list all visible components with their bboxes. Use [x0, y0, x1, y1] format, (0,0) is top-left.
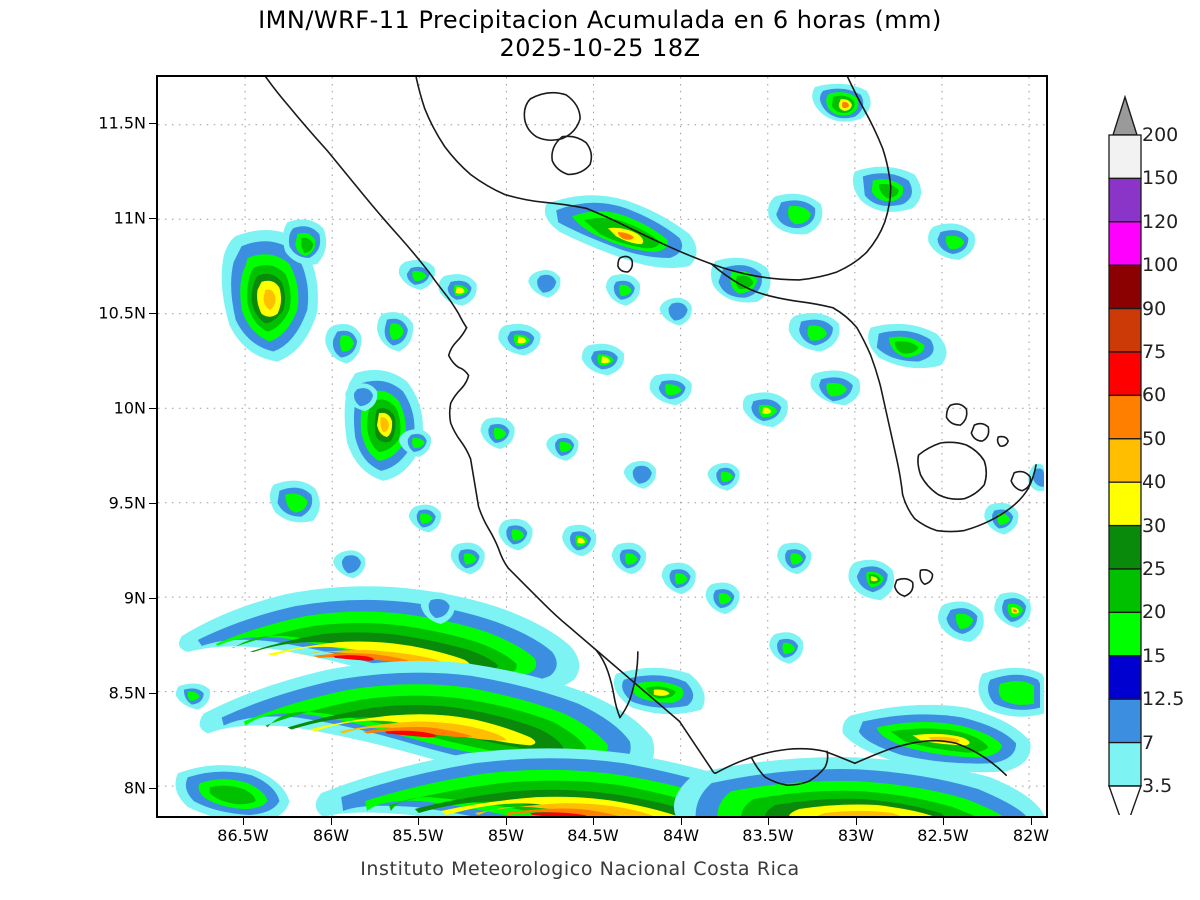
y-tick [149, 503, 156, 504]
x-tick [943, 818, 944, 825]
colorbar-label-30: 30 [1142, 514, 1167, 537]
colorbar-label-120: 120 [1142, 210, 1179, 233]
precip-chain-se-caribbean [398, 260, 947, 428]
colorbar-label-40: 40 [1142, 471, 1167, 494]
x-axis-label-9: 82W [1012, 826, 1050, 845]
colorbar-label-200: 200 [1142, 124, 1179, 146]
y-axis-label-0: 11.5N [98, 113, 146, 133]
y-axis-label-7: 8N [123, 778, 146, 798]
x-axis-label-5: 84W [662, 826, 700, 845]
chart-title-line1: IMN/WRF-11 Precipitacion Acumulada en 6 … [258, 6, 942, 34]
colorbar-label-75: 75 [1142, 341, 1167, 363]
y-tick [149, 123, 156, 124]
colorbar: 200 150 120 100 90 75 60 50 40 30 25 20 … [1100, 95, 1200, 815]
precipitation-contours [175, 83, 1045, 816]
colorbar-bands [1108, 134, 1142, 787]
x-tick [331, 818, 332, 825]
chart-title-block: IMN/WRF-11 Precipitacion Acumulada en 6 … [0, 6, 1200, 62]
colorbar-label-90: 90 [1142, 297, 1167, 320]
y-axis-label-1: 11N [113, 208, 146, 228]
x-axis-label-4: 84.5W [567, 826, 619, 845]
colorbar-label-3.5: 3.5 [1142, 775, 1173, 797]
x-axis-label-7: 83W [837, 826, 875, 845]
y-axis-label-3: 10N [113, 398, 146, 418]
y-tick [149, 408, 156, 409]
x-axis-label-2: 85.5W [392, 826, 444, 845]
x-tick [856, 818, 857, 825]
x-axis-label-8: 82.5W [917, 826, 969, 845]
y-axis-label-6: 8.5N [108, 683, 146, 703]
y-tick [149, 313, 156, 314]
y-axis-label-5: 9N [123, 588, 146, 608]
y-tick [149, 788, 156, 789]
x-tick [593, 818, 594, 825]
precip-cluster-ne-caribbean [710, 83, 975, 352]
colorbar-label-100: 100 [1142, 254, 1179, 277]
colorbar-label-7: 7 [1142, 731, 1155, 754]
x-axis-label-6: 83.5W [742, 826, 794, 845]
precip-scattered-interior [333, 269, 1045, 664]
map-plot-area [156, 75, 1048, 818]
colorbar-label-50: 50 [1142, 427, 1167, 450]
colorbar-label-12.5: 12.5 [1142, 688, 1185, 711]
y-axis-label-4: 9.5N [108, 493, 146, 513]
y-tick [149, 693, 156, 694]
chart-title-line2: 2025-10-25 18Z [499, 34, 701, 62]
colorbar-label-15: 15 [1142, 644, 1167, 667]
precip-band-south-panama [613, 667, 1045, 816]
y-tick [149, 598, 156, 599]
colorbar-swatches [1108, 95, 1142, 815]
x-axis-label-3: 85W [487, 826, 525, 845]
colorbar-label-150: 150 [1142, 167, 1179, 190]
coastlines-and-borders [264, 77, 1037, 786]
x-axis-label-1: 86W [312, 826, 350, 845]
x-tick [768, 818, 769, 825]
y-tick [149, 218, 156, 219]
colorbar-label-20: 20 [1142, 601, 1167, 624]
precip-main-band-southwest [175, 586, 807, 816]
x-tick [681, 818, 682, 825]
footer-attribution: Instituto Meteorologico Nacional Costa R… [360, 858, 800, 880]
precip-nw-pacific-cluster [221, 219, 423, 523]
x-tick [1031, 818, 1032, 825]
x-tick [418, 818, 419, 825]
x-tick [506, 818, 507, 825]
y-axis-label-2: 10.5N [98, 303, 146, 323]
x-axis-label-0: 86.5W [217, 826, 269, 845]
precip-band-caribbean-coast [544, 195, 697, 268]
map-canvas [158, 77, 1046, 816]
colorbar-label-25: 25 [1142, 558, 1167, 580]
colorbar-label-60: 60 [1142, 384, 1167, 407]
x-tick [243, 818, 244, 825]
